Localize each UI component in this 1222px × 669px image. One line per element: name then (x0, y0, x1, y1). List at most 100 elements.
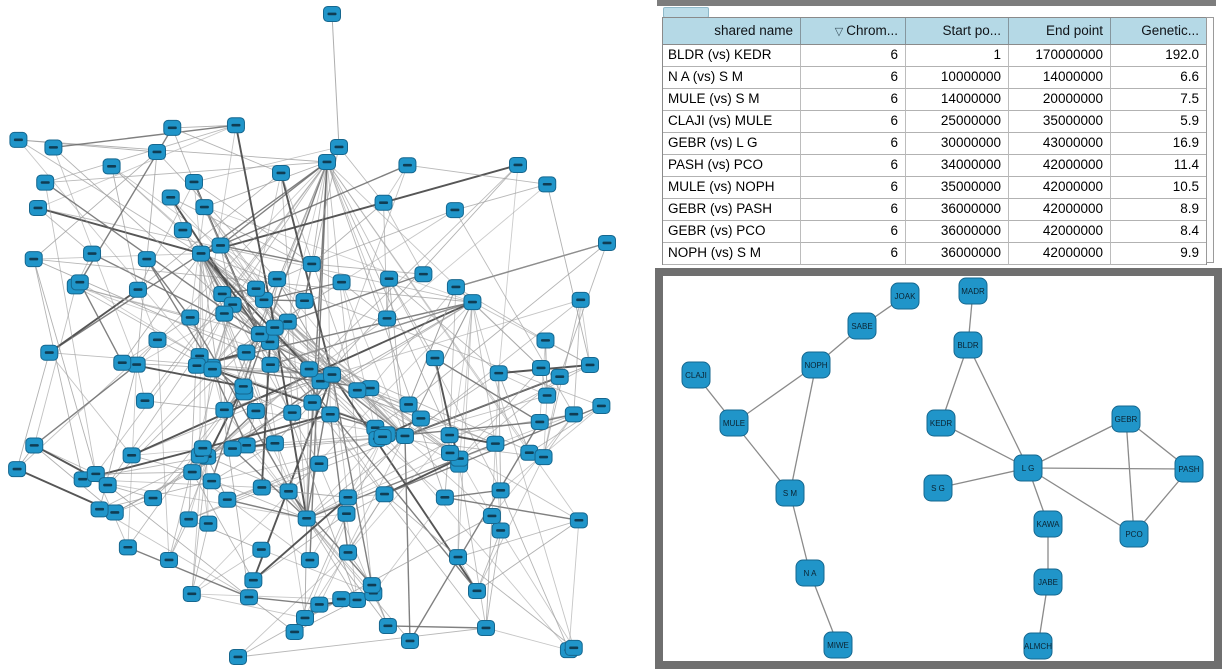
network-edge[interactable] (200, 253, 225, 314)
network-node[interactable] (128, 281, 147, 298)
network-node[interactable] (195, 199, 214, 216)
network-edge[interactable] (227, 438, 378, 501)
network-edge[interactable] (305, 161, 328, 519)
table-cell[interactable]: 42000000 (1009, 199, 1111, 221)
network-edge[interactable] (33, 259, 84, 480)
network-edge[interactable] (157, 339, 170, 561)
network-node[interactable] (463, 294, 482, 311)
table-cell[interactable]: 36000000 (906, 243, 1009, 265)
network-edge[interactable] (172, 127, 282, 174)
table-cell[interactable]: N A (vs) S M (663, 67, 801, 89)
network-edge[interactable] (270, 301, 473, 366)
network-node[interactable] (440, 427, 459, 444)
network-edge[interactable] (48, 252, 202, 354)
network-edge[interactable] (500, 530, 575, 649)
network-edge[interactable] (259, 333, 446, 498)
network-node[interactable] (534, 449, 553, 466)
column-header-genetic-[interactable]: Genetic... (1111, 18, 1206, 44)
network-edge[interactable] (306, 436, 383, 519)
network-node[interactable] (237, 344, 256, 361)
network-node[interactable] (9, 131, 28, 148)
network-edge[interactable] (383, 202, 424, 275)
network-node[interactable] (86, 465, 105, 482)
network-edge[interactable] (44, 182, 97, 475)
network-edge[interactable] (444, 496, 579, 522)
network-node[interactable] (223, 440, 242, 457)
network-node[interactable] (482, 508, 501, 525)
table-cell[interactable]: GEBR (vs) PCO (663, 221, 801, 243)
network-edge[interactable] (270, 300, 305, 366)
overview-network-canvas[interactable] (0, 0, 650, 669)
table-cell[interactable]: 35000000 (906, 177, 1009, 199)
scrollbar-track[interactable] (1206, 17, 1214, 263)
network-edge[interactable] (733, 364, 817, 424)
network-edge[interactable] (306, 518, 358, 601)
network-node[interactable] (237, 437, 256, 454)
network-edge[interactable] (37, 207, 202, 255)
network-node[interactable] (252, 541, 271, 558)
network-node[interactable] (285, 624, 304, 641)
network-node[interactable] (29, 200, 47, 216)
network-edge[interactable] (111, 166, 184, 231)
network-node[interactable] (564, 639, 583, 656)
table-cell[interactable]: 192.0 (1111, 45, 1206, 67)
network-edge[interactable] (304, 300, 310, 370)
network-edge[interactable] (136, 313, 225, 366)
network-node[interactable] (569, 512, 588, 529)
table-cell[interactable]: 1 (906, 45, 1009, 67)
network-node[interactable] (446, 279, 465, 296)
table-cell[interactable]: 42000000 (1009, 177, 1111, 199)
network-node[interactable]: JOAK (890, 282, 920, 310)
network-edge[interactable] (369, 286, 457, 389)
table-cell[interactable]: 10.5 (1111, 177, 1206, 199)
network-edge[interactable] (33, 364, 138, 447)
network-edge[interactable] (280, 172, 333, 375)
network-edge[interactable] (288, 490, 348, 498)
table-cell[interactable]: 20000000 (1009, 89, 1111, 111)
network-edge[interactable] (252, 496, 349, 582)
network-node[interactable] (395, 428, 414, 445)
network-edge[interactable] (137, 172, 282, 291)
network-node[interactable]: MULE (719, 409, 749, 437)
network-node[interactable] (137, 251, 156, 268)
network-node[interactable] (246, 402, 265, 419)
network-node[interactable]: PASH (1174, 455, 1204, 483)
network-edge[interactable] (204, 161, 328, 208)
network-node[interactable]: PCO (1119, 520, 1149, 548)
network-edge[interactable] (384, 493, 459, 558)
network-edge[interactable] (169, 196, 261, 335)
network-edge[interactable] (318, 463, 374, 594)
column-header-chrom-[interactable]: ▽ Chrom... (801, 18, 906, 44)
network-node[interactable] (571, 291, 590, 308)
table-row[interactable]: NOPH (vs) S M 6 36000000 42000000 9.9 (663, 243, 1206, 265)
network-node[interactable] (295, 292, 314, 309)
network-edge[interactable] (485, 516, 493, 629)
network-edge[interactable] (131, 369, 213, 456)
network-edge[interactable] (347, 434, 450, 553)
network-edge[interactable] (137, 181, 195, 290)
network-edge[interactable] (193, 146, 340, 183)
network-node[interactable] (90, 501, 109, 518)
network-edge[interactable] (529, 405, 602, 454)
network-edge[interactable] (311, 263, 424, 275)
network-node[interactable] (8, 461, 27, 478)
network-edge[interactable] (146, 151, 158, 260)
network-edge[interactable] (202, 366, 213, 449)
network-node[interactable] (192, 245, 211, 262)
network-node[interactable] (435, 489, 454, 506)
table-cell[interactable]: 6 (801, 155, 906, 177)
network-node[interactable]: L G (1013, 454, 1043, 482)
network-node[interactable] (378, 617, 397, 634)
network-node[interactable] (375, 486, 394, 503)
network-node[interactable] (373, 428, 392, 445)
network-edge[interactable] (246, 413, 331, 446)
network-node[interactable] (538, 176, 557, 193)
network-edge[interactable] (191, 301, 473, 595)
table-cell[interactable]: 25000000 (906, 111, 1009, 133)
network-edge[interactable] (304, 436, 384, 619)
network-edge[interactable] (388, 278, 436, 359)
network-edge[interactable] (444, 489, 501, 499)
column-header-start-po-[interactable]: Start po... (906, 18, 1009, 44)
network-node[interactable] (318, 154, 336, 170)
network-edge[interactable] (967, 344, 1029, 469)
